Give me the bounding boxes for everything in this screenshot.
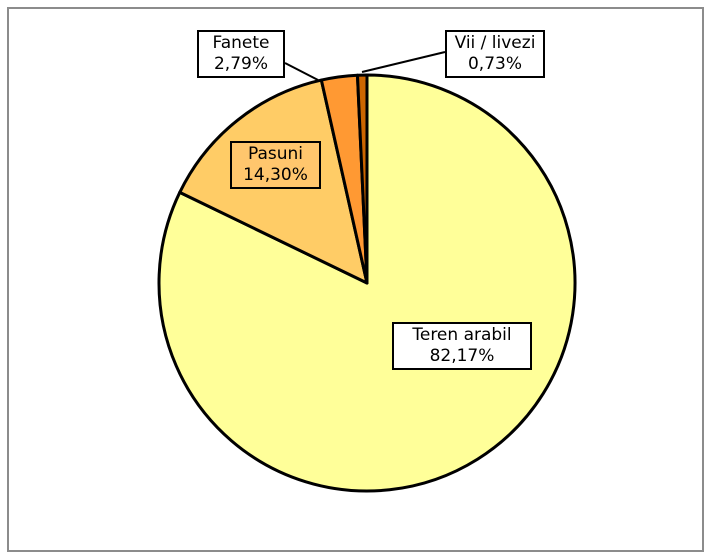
leader-line-fanete (284, 62, 319, 81)
pie-slice-vii-livezi (355, 73, 369, 285)
slice-label-text: Pasuni (247, 144, 304, 164)
slice-label-text: Vii / livezi (454, 33, 536, 53)
data-label-vii-livezi: Vii / livezi 0,73% (445, 30, 545, 78)
slice-label-text: Teren arabil (412, 325, 512, 345)
slice-value-text: 2,79% (213, 54, 268, 74)
data-label-teren-arabil: Teren arabil 82,17% (392, 322, 532, 370)
pie-slice-teren-arabil (157, 73, 577, 493)
leader-line-vii-livezi (361, 51, 446, 73)
data-label-pasuni: Pasuni 14,30% (230, 141, 321, 189)
slice-value-text: 82,17% (429, 346, 495, 366)
data-label-fanete: Fanete 2,79% (197, 30, 285, 78)
slice-label-text: Fanete (212, 33, 270, 53)
slice-value-text: 0,73% (467, 54, 522, 74)
slice-value-text: 14,30% (243, 165, 308, 185)
